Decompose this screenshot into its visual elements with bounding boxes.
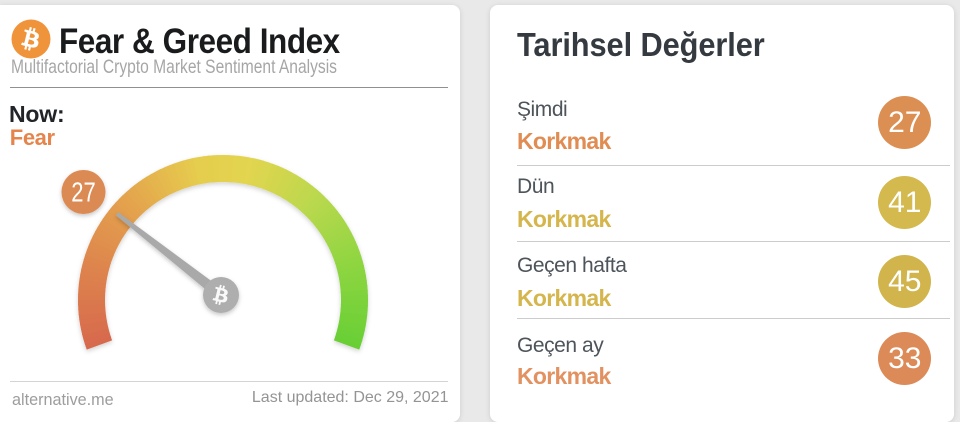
- svg-text:27: 27: [71, 177, 96, 208]
